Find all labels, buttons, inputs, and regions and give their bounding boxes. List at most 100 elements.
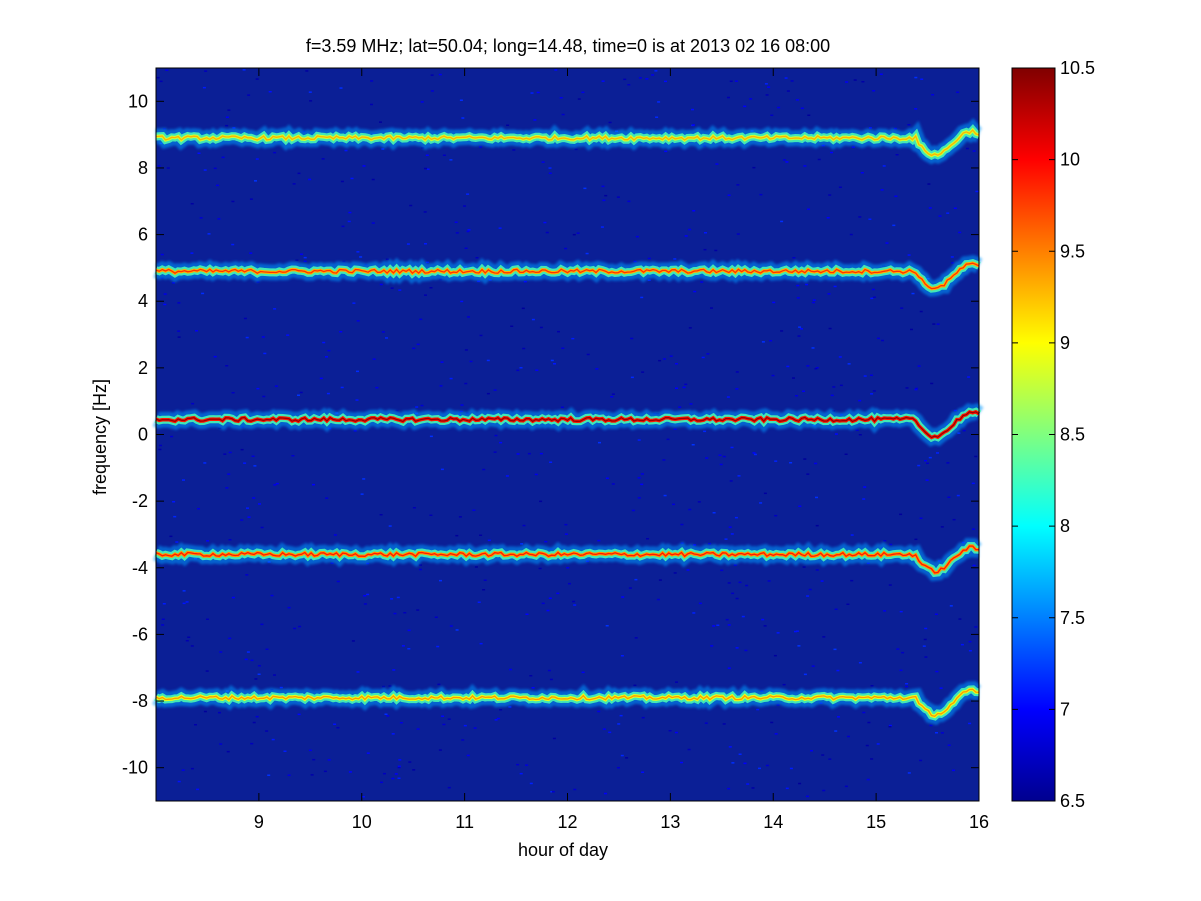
noise-speck: [924, 460, 927, 462]
noise-speck: [735, 388, 739, 390]
noise-speck: [684, 235, 688, 237]
noise-speck: [218, 711, 221, 714]
noise-speck: [401, 645, 405, 647]
noise-speck: [784, 77, 788, 79]
noise-speck: [243, 462, 247, 464]
noise-speck: [826, 217, 830, 219]
noise-speck: [611, 483, 615, 485]
noise-speck: [412, 507, 416, 509]
noise-speck: [865, 744, 869, 747]
noise-speck: [714, 249, 718, 252]
noise-speck: [871, 288, 875, 291]
noise-speck: [366, 752, 370, 754]
noise-speck: [586, 353, 590, 356]
noise-speck: [656, 598, 660, 601]
noise-speck: [227, 473, 231, 475]
noise-speck: [246, 651, 250, 653]
noise-speck: [494, 719, 498, 721]
noise-speck: [312, 758, 316, 761]
noise-speck: [447, 786, 451, 789]
trace-peak: [155, 411, 980, 439]
noise-speck: [360, 493, 364, 495]
noise-speck: [197, 152, 201, 154]
noise-speck: [207, 233, 211, 235]
noise-speck: [177, 330, 181, 332]
noise-speck: [362, 478, 366, 480]
noise-speck: [905, 387, 909, 389]
noise-speck: [460, 404, 464, 406]
noise-speck: [668, 730, 672, 732]
noise-speck: [858, 399, 862, 402]
noise-speck: [494, 434, 498, 437]
noise-speck: [182, 479, 185, 481]
noise-speck: [936, 452, 939, 454]
noise-speck: [585, 252, 589, 255]
noise-speck: [425, 154, 429, 156]
noise-speck: [403, 612, 407, 614]
noise-speck: [769, 340, 773, 342]
noise-speck: [951, 262, 955, 264]
noise-speck: [688, 327, 692, 329]
noise-speck: [158, 448, 162, 451]
noise-speck: [914, 538, 918, 541]
noise-speck: [549, 678, 553, 681]
noise-speck: [204, 70, 208, 72]
noise-speck: [919, 517, 923, 519]
noise-speck: [197, 508, 200, 510]
noise-speck: [929, 724, 933, 727]
noise-speck: [761, 341, 765, 343]
noise-speck: [347, 220, 351, 223]
noise-speck: [598, 441, 601, 444]
noise-speck: [620, 655, 624, 657]
noise-speck: [568, 582, 571, 585]
noise-speck: [521, 307, 525, 310]
noise-speck: [469, 360, 473, 363]
noise-speck: [213, 167, 217, 170]
noise-speck: [926, 462, 929, 464]
noise-speck: [397, 766, 401, 769]
noise-speck: [559, 97, 563, 99]
noise-speck: [407, 629, 411, 632]
noise-speck: [219, 651, 223, 653]
noise-speck: [442, 723, 446, 726]
noise-speck: [735, 647, 739, 649]
noise-speck: [888, 724, 892, 727]
noise-speck: [776, 632, 780, 634]
noise-speck: [573, 604, 577, 606]
noise-speck: [870, 374, 873, 376]
noise-speck: [493, 389, 497, 391]
noise-speck: [735, 371, 739, 373]
noise-speck: [883, 610, 887, 612]
noise-speck: [550, 359, 554, 362]
noise-speck: [956, 494, 960, 497]
noise-speck: [635, 235, 639, 238]
noise-speck: [564, 247, 568, 250]
noise-speck: [641, 371, 645, 373]
noise-speck: [225, 124, 229, 127]
noise-speck: [907, 772, 911, 774]
chart-title: f=3.59 MHz; lat=50.04; long=14.48, time=…: [306, 36, 830, 56]
noise-speck: [273, 151, 277, 154]
noise-speck: [640, 483, 644, 486]
noise-speck: [729, 80, 733, 82]
noise-speck: [682, 386, 686, 389]
noise-speck: [182, 602, 186, 605]
noise-speck: [800, 107, 804, 109]
noise-speck: [947, 496, 951, 498]
noise-speck: [385, 337, 388, 339]
noise-speck: [680, 523, 684, 526]
noise-speck: [692, 210, 696, 212]
noise-speck: [581, 671, 585, 674]
noise-speck: [552, 737, 556, 740]
noise-speck: [803, 458, 807, 460]
noise-speck: [872, 90, 876, 92]
noise-speck: [177, 302, 181, 304]
noise-speck: [934, 613, 938, 615]
noise-speck: [187, 636, 191, 638]
noise-speck: [678, 406, 682, 408]
noise-speck: [156, 76, 160, 79]
noise-speck: [161, 618, 165, 620]
noise-speck: [663, 358, 666, 360]
noise-speck: [727, 667, 731, 669]
noise-speck: [968, 722, 972, 725]
